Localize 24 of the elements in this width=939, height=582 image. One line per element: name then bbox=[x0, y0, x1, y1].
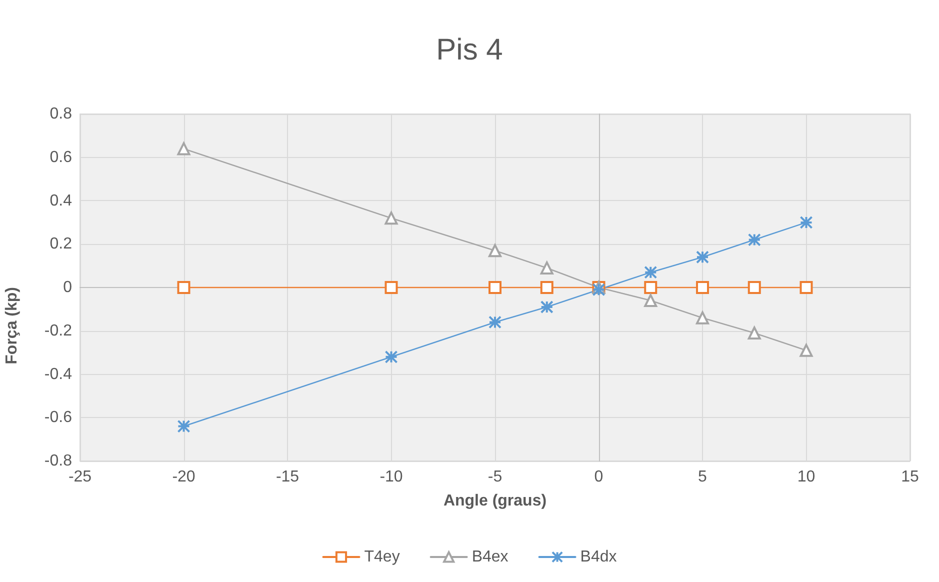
y-tick-label: 0.6 bbox=[50, 148, 72, 166]
legend-label: B4ex bbox=[472, 548, 508, 566]
x-tick-label: -5 bbox=[488, 468, 502, 486]
y-tick-label: 0.2 bbox=[50, 236, 72, 253]
x-tick-label: -20 bbox=[172, 468, 196, 486]
y-tick-label: 0.8 bbox=[50, 106, 72, 122]
chart-title: Pis 4 bbox=[436, 34, 503, 66]
legend-label: B4dx bbox=[580, 548, 617, 566]
y-axis-title: Força (kp) bbox=[4, 287, 20, 364]
x-tick-label: 0 bbox=[594, 468, 604, 486]
y-tick-label: 0 bbox=[63, 279, 72, 296]
y-tick-label: -0.8 bbox=[44, 452, 72, 470]
x-tick-label: -10 bbox=[380, 468, 403, 486]
x-tick-label: -15 bbox=[276, 468, 300, 486]
legend-label: T4ey bbox=[364, 548, 400, 566]
x-tick-label: 15 bbox=[901, 468, 919, 486]
x-tick-label: 5 bbox=[698, 468, 708, 486]
y-tick-label: -0.6 bbox=[44, 409, 72, 426]
y-tick-label: -0.4 bbox=[44, 366, 72, 383]
x-axis-title: Angle (graus) bbox=[443, 492, 547, 510]
x-tick-label: -25 bbox=[68, 468, 92, 486]
y-tick-label: 0.4 bbox=[50, 192, 72, 210]
y-tick-label: -0.2 bbox=[44, 322, 72, 340]
x-tick-label: 10 bbox=[797, 468, 816, 486]
